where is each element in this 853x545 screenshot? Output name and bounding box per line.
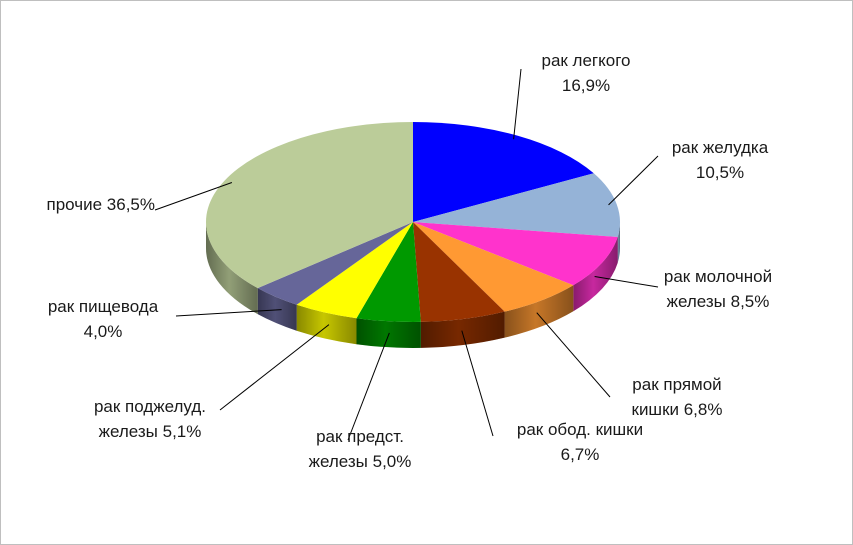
data-label-line: рак молочной [664, 267, 772, 286]
data-label-line: рак поджелуд. [94, 397, 206, 416]
leader-line-5 [347, 332, 390, 441]
slice-7 [257, 222, 413, 305]
data-label-line: 16,9% [562, 76, 610, 95]
data-label-line: рак предст. [316, 427, 404, 446]
data-label-line: железы 5,1% [99, 422, 202, 441]
slice-1 [413, 173, 620, 238]
leader-line-0 [513, 68, 522, 140]
data-labels: рак легкого 16,9% рак желудка 10,5% рак моло… [47, 51, 773, 471]
slice-side-shade-5 [356, 318, 421, 348]
slice-5 [356, 222, 421, 322]
slice-4 [413, 222, 505, 322]
data-label-line: рак прямой [632, 375, 721, 394]
data-label-4: рак обод. кишки 6,7% [517, 420, 643, 464]
leader-line-2 [594, 276, 659, 288]
data-label-line: 6,7% [561, 445, 600, 464]
data-label-7: рак пищевода 4,0% [48, 297, 159, 341]
data-label-line: кишки 6,8% [632, 400, 723, 419]
data-label-line: железы 5,0% [309, 452, 412, 471]
slice-8 [206, 121, 413, 289]
data-label-line: 10,5% [696, 163, 744, 182]
leader-line-8 [154, 182, 233, 211]
leader-line-4 [461, 330, 494, 437]
data-label-line: железы 8,5% [667, 292, 770, 311]
data-label-3: рак прямой кишки 6,8% [632, 375, 723, 419]
leader-line-7 [175, 309, 282, 317]
data-label-6: рак поджелуд. железы 5,1% [94, 397, 206, 441]
slice-side-shade-3 [504, 285, 574, 338]
slice-0 [413, 122, 594, 222]
slice-side-shade-2 [573, 237, 618, 312]
leader-lines [154, 68, 659, 441]
data-label-5: рак предст. железы 5,0% [309, 427, 412, 471]
slice-2 [413, 222, 618, 286]
data-label-line: рак желудка [672, 138, 769, 157]
pie-tops [206, 121, 620, 322]
data-label-line: прочие 36,5% [47, 195, 155, 214]
slice-3 [413, 222, 574, 312]
slice-side-shade-1 [617, 222, 620, 264]
data-label-0: рак легкого 16,9% [541, 51, 630, 95]
slice-side-shade-6 [296, 304, 357, 345]
slice-side-shade-4 [420, 311, 505, 348]
data-label-line: рак пищевода [48, 297, 159, 316]
data-label-line: рак легкого [541, 51, 630, 70]
data-label-line: 4,0% [84, 322, 123, 341]
leader-line-1 [608, 155, 659, 206]
data-label-8: прочие 36,5% [47, 195, 155, 214]
data-label-line: рак обод. кишки [517, 420, 643, 439]
leader-line-3 [536, 312, 611, 398]
leader-line-6 [219, 324, 330, 411]
data-label-1: рак желудка 10,5% [672, 138, 769, 182]
slice-6 [296, 222, 413, 319]
data-label-2: рак молочной железы 8,5% [664, 267, 772, 311]
pie-sides [206, 222, 620, 348]
slice-side-shade-8 [206, 222, 258, 315]
